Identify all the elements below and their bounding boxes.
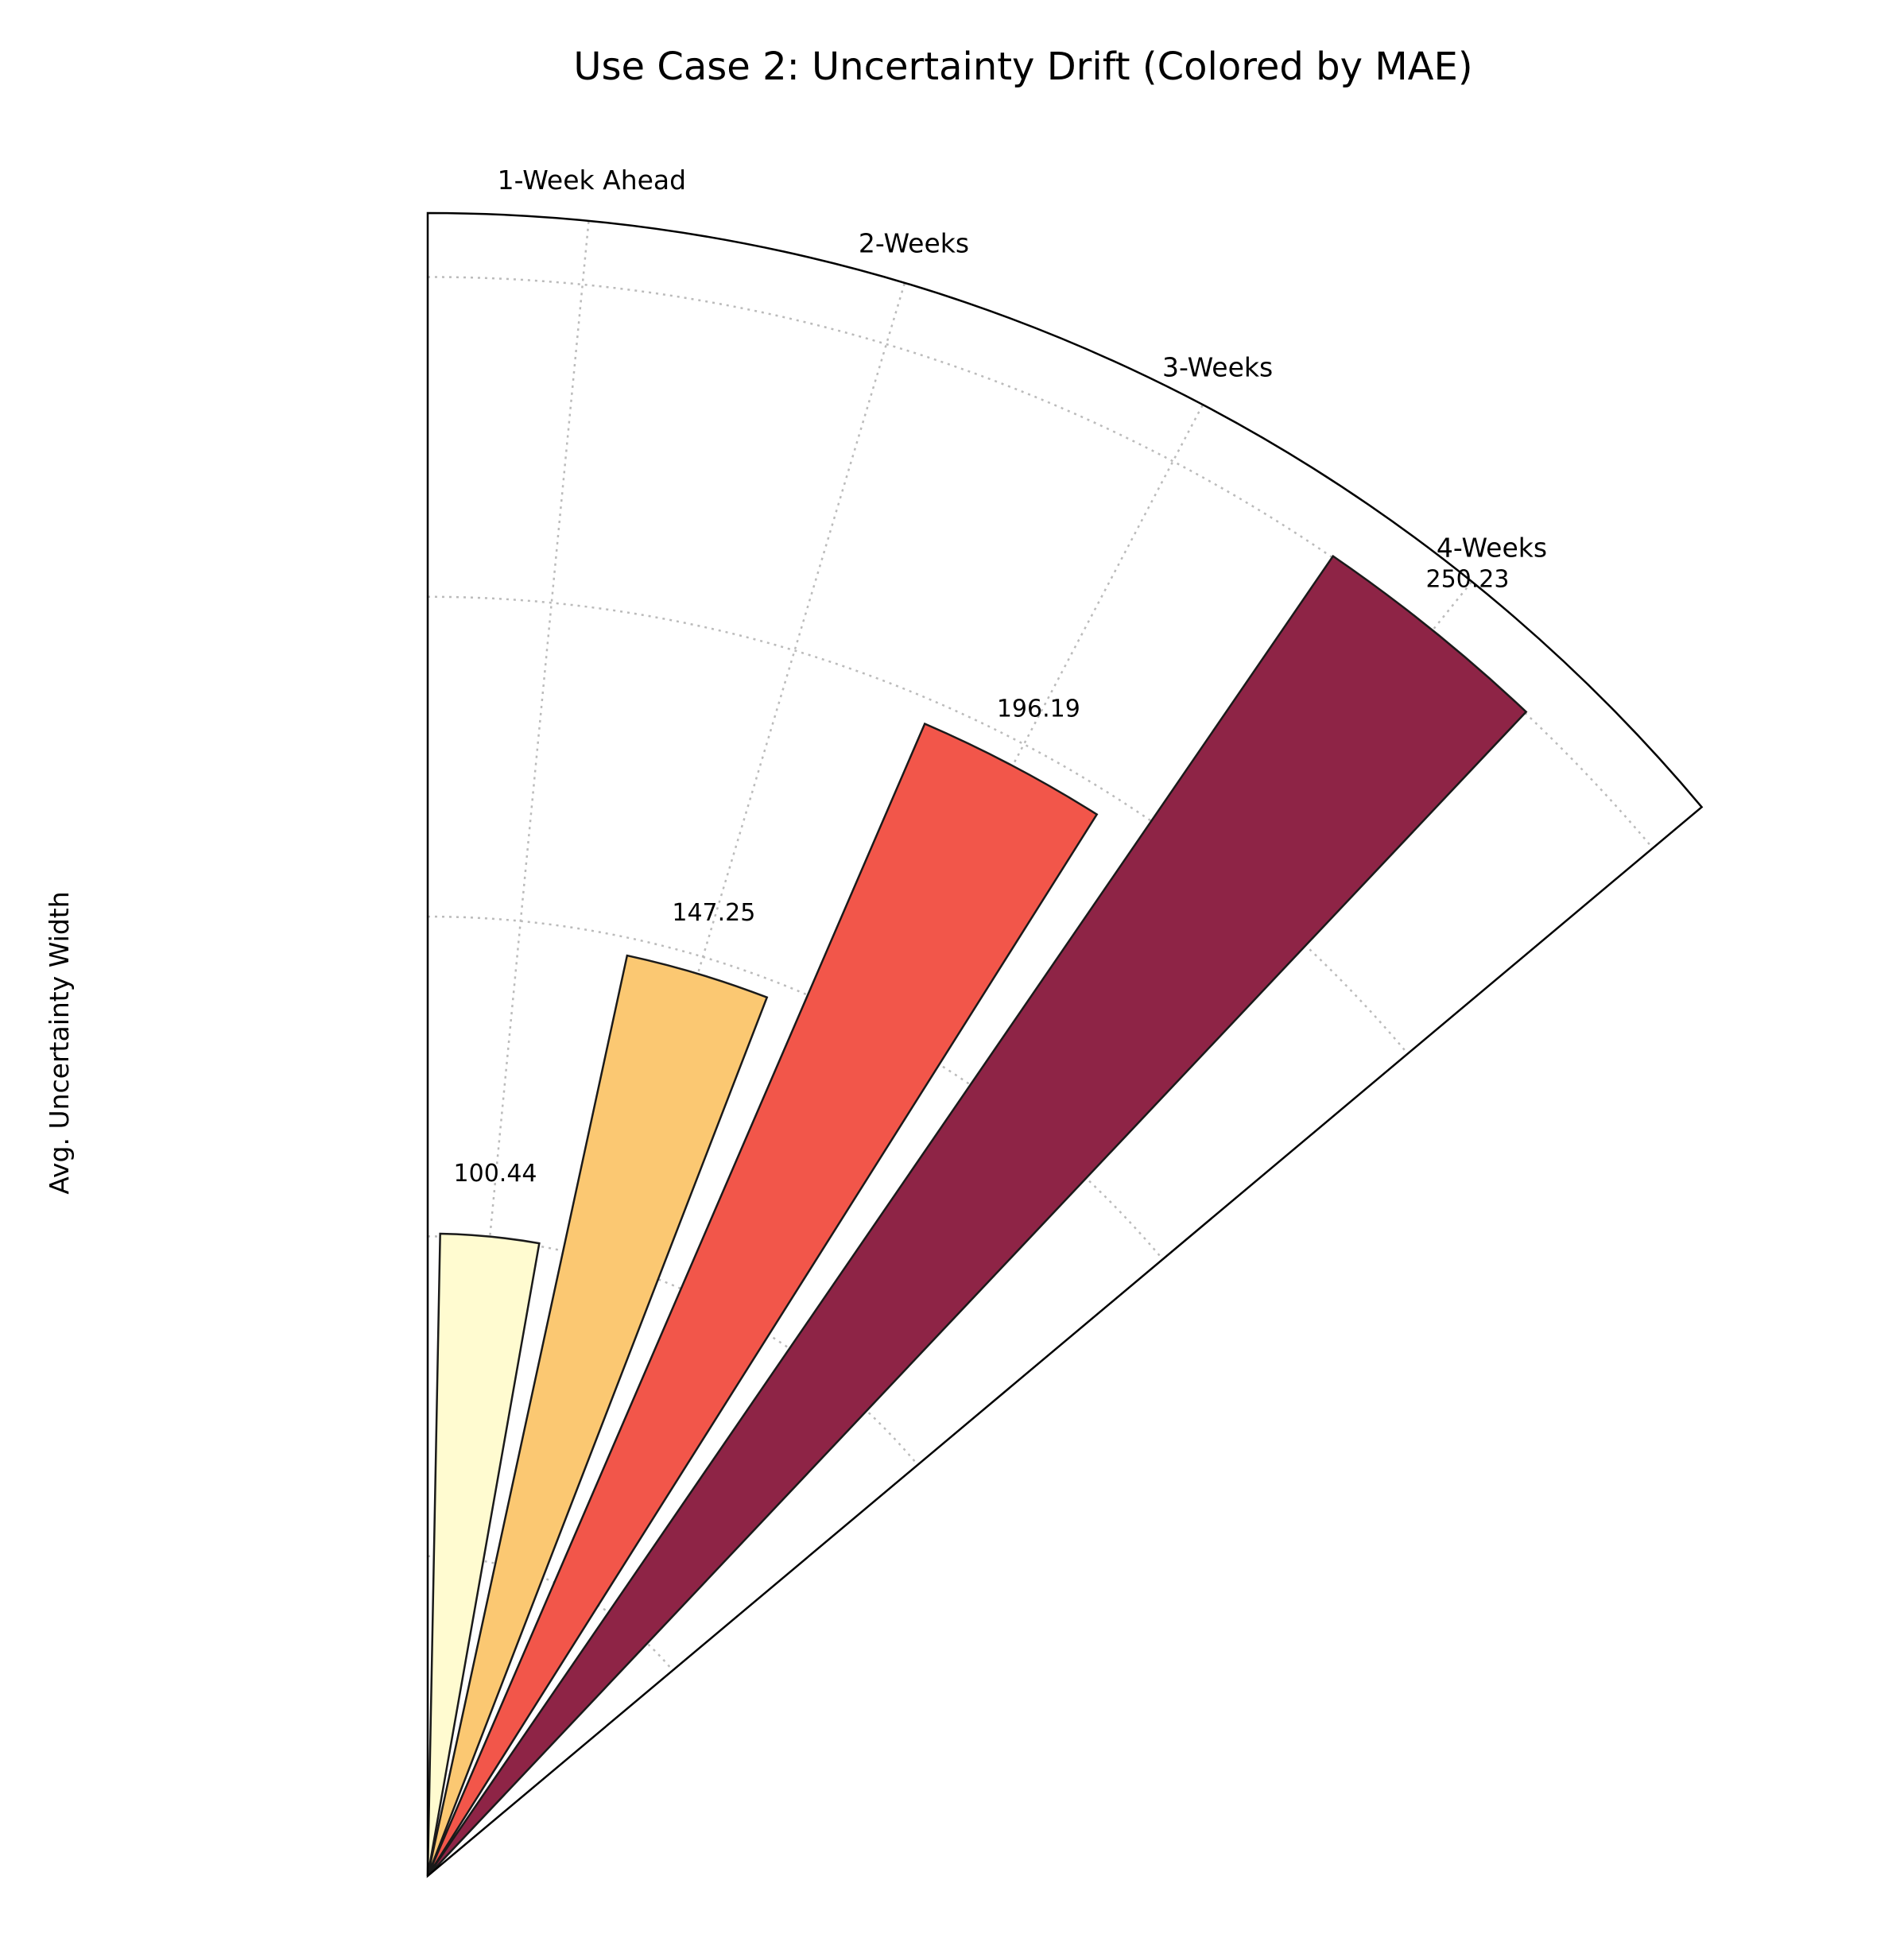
bar-3 <box>426 722 1099 1877</box>
polar-frame <box>426 211 1704 1878</box>
bar-4 <box>426 554 1528 1877</box>
bar-value-label: 250.23 <box>1425 565 1509 593</box>
bar-2 <box>426 954 769 1877</box>
category-tick-label: 4-Weeks <box>1437 533 1547 564</box>
y-axis-label: Avg. Uncertainty Width <box>44 891 75 1194</box>
bar-1 <box>426 1232 541 1877</box>
chart-title: Use Case 2: Uncertainty Drift (Colored b… <box>573 45 1472 89</box>
bar-value-label: 100.44 <box>454 1160 537 1188</box>
bar-layer <box>426 554 1528 1877</box>
bar-value-label: 147.25 <box>672 899 755 927</box>
category-tick-label: 1-Week Ahead <box>498 165 686 196</box>
theta-gridline <box>426 220 590 1877</box>
bar-value-label: 196.19 <box>997 695 1080 723</box>
category-tick-label: 2-Weeks <box>859 228 969 259</box>
text-layer: Use Case 2: Uncertainty Drift (Colored b… <box>44 45 1547 1195</box>
category-tick-label: 3-Weeks <box>1162 352 1273 383</box>
frame-layer <box>426 211 1704 1878</box>
radial-gridline <box>427 595 1409 1055</box>
